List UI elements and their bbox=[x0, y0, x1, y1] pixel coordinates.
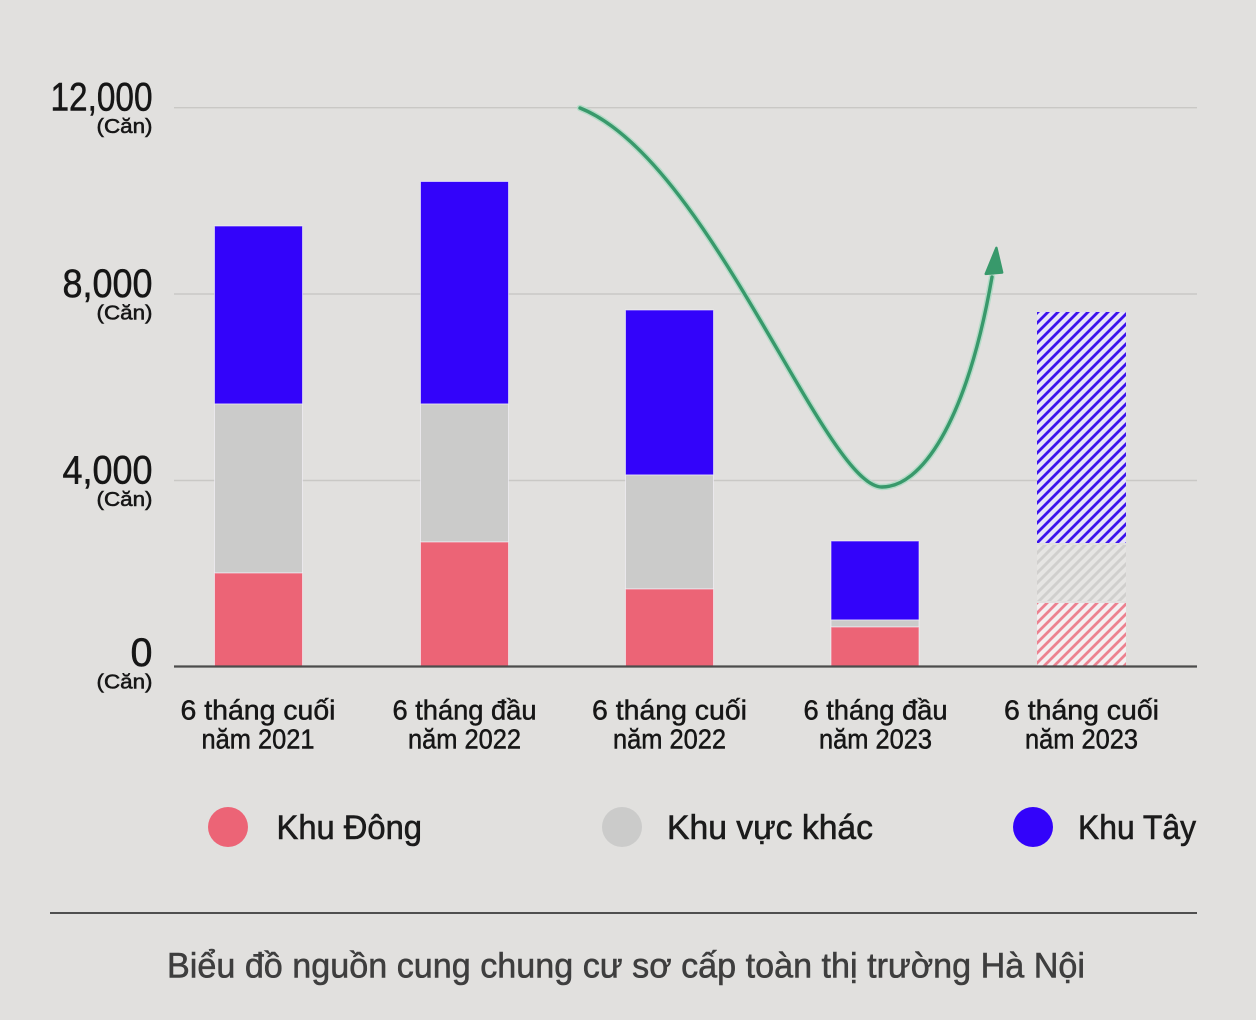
svg-text:6 tháng cuối: 6 tháng cuối bbox=[1004, 695, 1159, 726]
svg-text:Khu Tây: Khu Tây bbox=[1078, 809, 1196, 847]
svg-text:(Căn): (Căn) bbox=[97, 672, 153, 694]
svg-text:(Căn): (Căn) bbox=[97, 489, 153, 511]
svg-text:4,000: 4,000 bbox=[63, 449, 153, 493]
svg-text:Khu vực khác: Khu vực khác bbox=[667, 809, 873, 847]
svg-text:12,000: 12,000 bbox=[51, 76, 153, 120]
svg-text:năm 2022: năm 2022 bbox=[408, 724, 521, 755]
svg-text:0: 0 bbox=[131, 631, 153, 675]
svg-text:Biểu đồ nguồn cung chung cư sơ: Biểu đồ nguồn cung chung cư sơ cấp toàn … bbox=[167, 947, 1085, 986]
svg-text:6 tháng đầu: 6 tháng đầu bbox=[804, 695, 948, 726]
svg-text:Khu Đông: Khu Đông bbox=[277, 809, 423, 847]
svg-text:6 tháng cuối: 6 tháng cuối bbox=[592, 695, 747, 726]
svg-text:6 tháng đầu: 6 tháng đầu bbox=[393, 695, 537, 726]
svg-text:(Căn): (Căn) bbox=[97, 116, 153, 138]
svg-text:năm 2023: năm 2023 bbox=[1025, 724, 1138, 755]
svg-text:năm 2023: năm 2023 bbox=[819, 724, 932, 755]
svg-text:năm 2021: năm 2021 bbox=[202, 724, 315, 755]
svg-text:8,000: 8,000 bbox=[63, 262, 153, 306]
svg-text:6 tháng cuối: 6 tháng cuối bbox=[181, 695, 336, 726]
svg-text:(Căn): (Căn) bbox=[97, 303, 153, 325]
svg-text:năm 2022: năm 2022 bbox=[613, 724, 726, 755]
